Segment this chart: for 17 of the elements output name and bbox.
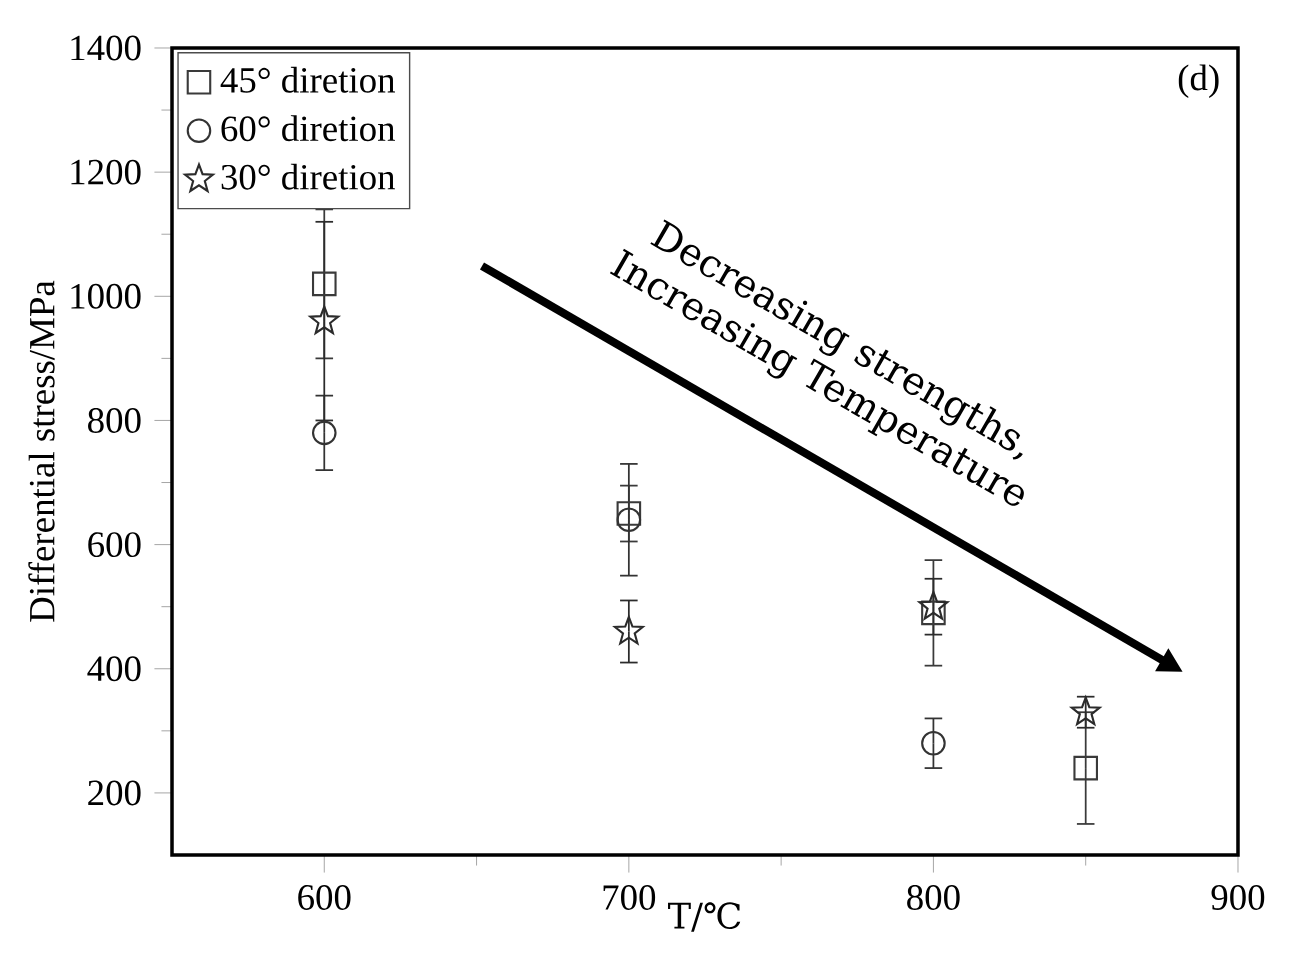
y-tick-label: 600	[88, 532, 141, 558]
x-tick-label: 700	[603, 884, 656, 910]
legend-label: 45° diretion	[220, 66, 396, 93]
x-tick-label: 900	[1211, 884, 1265, 910]
legend-label: 30° diretion	[221, 163, 396, 190]
y-tick-label: 1200	[71, 159, 141, 185]
x-tick-label: 800	[907, 884, 960, 910]
y-tick-label: 400	[87, 656, 141, 682]
y-tick-label: 200	[88, 780, 141, 806]
y-tick-label: 800	[88, 408, 141, 433]
y-tick-label: 1400	[71, 35, 141, 61]
y-tick-label: 1000	[71, 283, 141, 309]
x-axis-title: T/℃	[668, 902, 741, 932]
y-axis-title: Differential stress/MPa	[28, 280, 55, 622]
x-tick-label: 600	[298, 884, 351, 910]
chart-title: (d)	[1178, 64, 1219, 98]
legend-label: 60° diretion	[221, 115, 396, 142]
